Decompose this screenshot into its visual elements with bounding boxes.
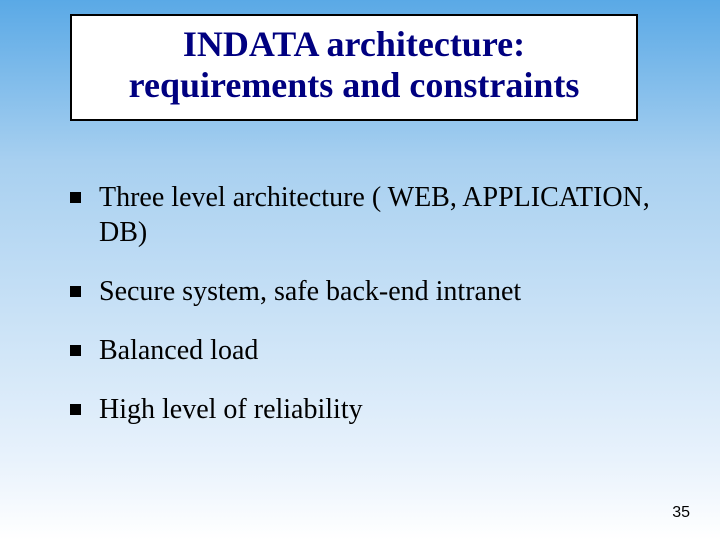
square-bullet-icon: [70, 404, 81, 415]
bullet-text: High level of reliability: [99, 392, 660, 427]
square-bullet-icon: [70, 192, 81, 203]
square-bullet-icon: [70, 345, 81, 356]
list-item: Secure system, safe back-end intranet: [70, 274, 660, 309]
bullet-text: Three level architecture ( WEB, APPLICAT…: [99, 180, 660, 250]
bullet-text: Secure system, safe back-end intranet: [99, 274, 660, 309]
square-bullet-icon: [70, 286, 81, 297]
page-number: 35: [672, 504, 690, 522]
list-item: High level of reliability: [70, 392, 660, 427]
list-item: Balanced load: [70, 333, 660, 368]
slide: INDATA architecture: requirements and co…: [0, 0, 720, 540]
title-line-2: requirements and constraints: [82, 65, 626, 106]
list-item: Three level architecture ( WEB, APPLICAT…: [70, 180, 660, 250]
title-line-1: INDATA architecture:: [82, 24, 626, 65]
title-box: INDATA architecture: requirements and co…: [70, 14, 638, 121]
bullet-list: Three level architecture ( WEB, APPLICAT…: [70, 180, 660, 451]
bullet-text: Balanced load: [99, 333, 660, 368]
